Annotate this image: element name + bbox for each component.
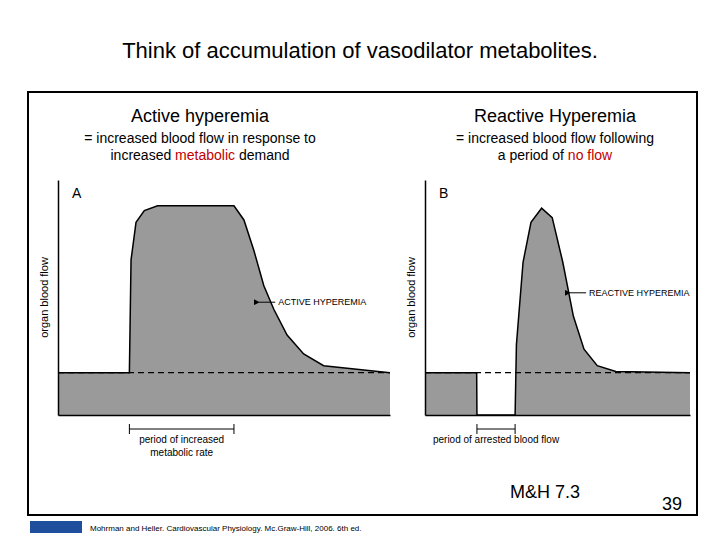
- flow-area: [425, 208, 690, 415]
- bracket-line: [129, 429, 234, 430]
- bracket-end: [233, 424, 234, 434]
- subtitle-segment: = increased blood flow in response to: [84, 130, 316, 146]
- bracket-end: [129, 424, 130, 434]
- citation: Mohrman and Heller. Cardiovascular Physi…: [90, 524, 362, 533]
- plot-marks: [425, 208, 690, 415]
- y-axis: [425, 181, 426, 416]
- period-bracket: [129, 424, 234, 434]
- plot-marks: [58, 206, 390, 415]
- panel-label: B: [439, 185, 448, 201]
- annotation-arrow: [259, 302, 275, 303]
- baseline-line: [425, 372, 690, 373]
- flow-line: [58, 206, 390, 373]
- axis-line: [59, 415, 391, 417]
- annotation-text: period of increased: [139, 434, 224, 445]
- chart-subtitle: a period of no flow: [498, 147, 613, 163]
- subtitle-segment: demand: [235, 147, 289, 163]
- chart: Active hyperemia = increased blood flow i…: [38, 106, 391, 458]
- annotation-arrow: [570, 292, 586, 293]
- slide: Think of accumulation of vasodilator met…: [0, 0, 720, 540]
- chart-subtitle: = increased blood flow in response to: [84, 130, 316, 146]
- axis-line: [425, 181, 427, 416]
- figure-label: M&H 7.3: [510, 482, 580, 502]
- bracket-end: [476, 424, 477, 434]
- subtitle-segment: increased: [111, 147, 176, 163]
- x-axis: [426, 415, 691, 416]
- annotation-text: period of arrested blood flow: [433, 434, 560, 445]
- bracket-end: [515, 424, 516, 434]
- subtitle-segment: no flow: [568, 147, 613, 163]
- x-axis: [59, 415, 391, 416]
- flow-line: [425, 208, 690, 415]
- subtitle-segment: = increased blood flow following: [456, 130, 654, 146]
- slide-title: Think of accumulation of vasodilator met…: [122, 38, 598, 63]
- baseline-line: [58, 372, 390, 373]
- y-axis-title: organ blood flow: [38, 257, 50, 338]
- bracket-line: [477, 429, 515, 430]
- period-bracket: [477, 424, 515, 434]
- annotation-text: metabolic rate: [150, 447, 213, 458]
- axis-line: [58, 181, 60, 416]
- page-number: 39: [662, 494, 682, 514]
- chart-title: Reactive Hyperemia: [474, 106, 637, 126]
- flow-area: [58, 206, 390, 415]
- annotation-text: REACTIVE HYPEREMIA: [589, 288, 690, 298]
- y-axis: [58, 181, 59, 416]
- chart: Reactive Hyperemia = increased blood flow…: [405, 106, 691, 445]
- logo: [30, 521, 82, 533]
- subtitle-segment: a period of: [498, 147, 568, 163]
- panel-label: A: [72, 185, 82, 201]
- chart-subtitle: = increased blood flow following: [456, 130, 654, 146]
- chart-title: Active hyperemia: [131, 106, 270, 126]
- annotation-text: ACTIVE HYPEREMIA: [278, 297, 366, 307]
- content-frame: [28, 92, 697, 515]
- axis-line: [426, 415, 691, 417]
- chart-subtitle: increased metabolic demand: [111, 147, 290, 163]
- y-axis-title: organ blood flow: [405, 257, 417, 338]
- subtitle-segment: metabolic: [175, 147, 235, 163]
